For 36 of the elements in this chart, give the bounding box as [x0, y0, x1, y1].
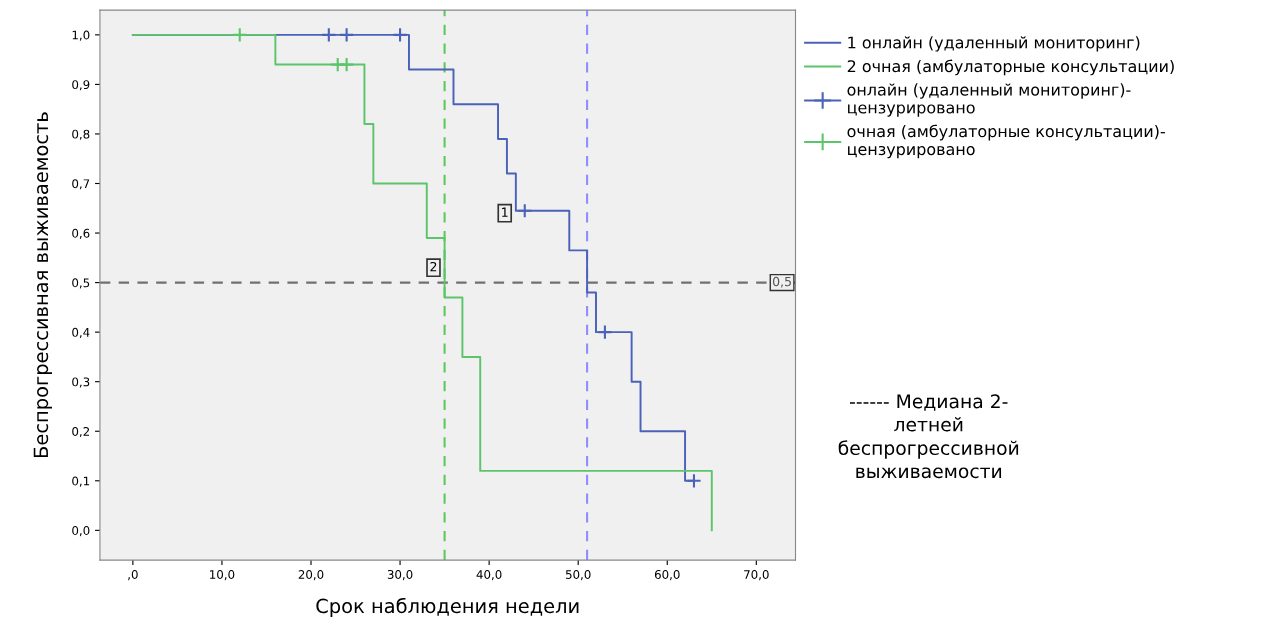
point: [321, 27, 337, 43]
y-tick-label: 0,6: [72, 228, 90, 239]
y-tick-label: 0,5: [72, 278, 90, 289]
annotation: 1: [502, 207, 508, 217]
point: [686, 473, 702, 489]
y-tick-label: 0,7: [72, 179, 90, 190]
y-tick-label: 0,3: [72, 377, 90, 388]
point: [338, 56, 355, 73]
legend-label: 2 очная (амбулаторные консультации): [847, 59, 1174, 76]
x-tick-label: 70,0: [744, 570, 769, 581]
y-tick-label: 0,0: [72, 526, 90, 537]
y-tick-label: 0,2: [72, 426, 90, 438]
legend-label: очная (амбулаторные консультации)- цензурировано: [847, 124, 1165, 159]
x-tick-label: 30,0: [387, 570, 413, 581]
x-tick-label: 20,0: [298, 570, 324, 581]
x-tick-label: 10,0: [210, 570, 235, 581]
y-axis-title: Беспрогрессивная выживаемость: [33, 112, 52, 458]
y-tick-label: 0,9: [72, 80, 90, 91]
x-tick-label: 50,0: [565, 570, 591, 581]
annotation: 2: [430, 261, 437, 272]
point: [392, 27, 408, 43]
point: [517, 203, 533, 219]
ref-line-label: 0,5: [772, 276, 791, 288]
x-tick-label: 60,0: [654, 570, 680, 581]
y-tick-label: 0,8: [72, 129, 90, 140]
y-tick-label: 0,1: [72, 476, 90, 487]
point: [597, 324, 613, 340]
x-tick-label: ,0: [128, 570, 138, 581]
y-tick-label: 0,4: [72, 327, 90, 338]
point: [338, 27, 355, 43]
legend-label: 1 онлайн (удаленный мониторинг): [848, 36, 1140, 52]
x-axis-title: Срок наблюдения недели: [316, 597, 579, 618]
x-tick-label: 40,0: [476, 570, 502, 581]
point: [232, 27, 248, 43]
text: ------ Медиана 2- летней беспрогрессивной выживаемости: [838, 394, 1019, 479]
y-tick-label: 1,0: [72, 30, 90, 41]
